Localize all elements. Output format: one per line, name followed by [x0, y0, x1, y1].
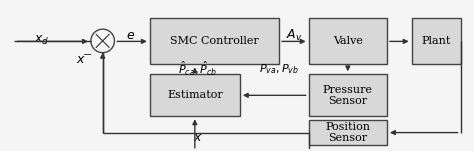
Text: $\hat{P}_{ca}, \hat{P}_{cb}$: $\hat{P}_{ca}, \hat{P}_{cb}$ — [178, 60, 218, 78]
Text: Estimator: Estimator — [167, 90, 223, 100]
Text: Valve: Valve — [333, 36, 363, 46]
Bar — [309, 18, 387, 64]
Text: $P_{va}, P_{vb}$: $P_{va}, P_{vb}$ — [259, 62, 299, 76]
Bar — [309, 74, 387, 116]
Text: $e$: $e$ — [126, 29, 135, 42]
Bar — [309, 120, 387, 145]
Text: Plant: Plant — [421, 36, 451, 46]
Text: $A_v$: $A_v$ — [286, 27, 302, 43]
Text: SMC Controller: SMC Controller — [170, 36, 259, 46]
Bar — [150, 74, 240, 116]
Text: Position
Sensor: Position Sensor — [325, 122, 370, 143]
Bar — [411, 18, 461, 64]
Text: Pressure
Sensor: Pressure Sensor — [323, 85, 373, 106]
Text: $x_d$: $x_d$ — [34, 34, 49, 47]
Bar — [150, 18, 279, 64]
Text: $-$: $-$ — [82, 48, 92, 58]
Text: $x$: $x$ — [193, 132, 203, 145]
Text: $x$: $x$ — [76, 53, 86, 66]
